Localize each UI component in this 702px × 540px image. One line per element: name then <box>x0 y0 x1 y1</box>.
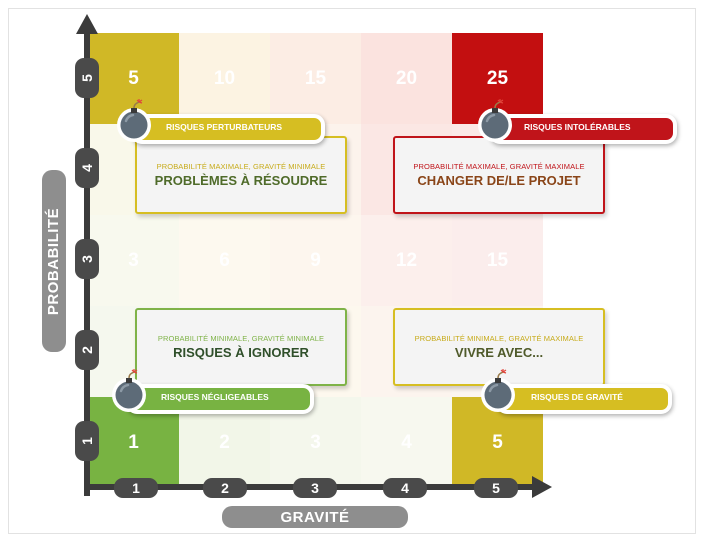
quadrant-subtitle: PROBABILITÉ MAXIMALE, GRAVITÉ MAXIMALE <box>413 162 585 171</box>
x-axis-arrow-icon <box>532 476 552 498</box>
bomb-icon <box>481 369 515 412</box>
x-tick-5: 5 <box>474 478 518 498</box>
y-axis-label: PROBABILITÉ <box>42 170 66 352</box>
tag-risques-perturbateurs: RISQUES PERTURBATEURS <box>131 114 325 144</box>
cell-p3-g3: 9 <box>270 215 361 306</box>
quadrant-title: CHANGER DE/LE PROJET <box>417 173 581 188</box>
cell-p3-g1: 3 <box>88 215 179 306</box>
x-tick-4: 4 <box>383 478 427 498</box>
quadrant-subtitle: PROBABILITÉ MINIMALE, GRAVITÉ MINIMALE <box>157 334 325 343</box>
x-axis-label: GRAVITÉ <box>222 506 408 528</box>
y-axis-arrow-icon <box>76 14 98 34</box>
cell-p1-g4: 4 <box>361 397 452 488</box>
y-tick-5: 5 <box>75 58 99 98</box>
cell-p3-g4: 12 <box>361 215 452 306</box>
quadrant-subtitle: PROBABILITÉ MINIMALE, GRAVITÉ MAXIMALE <box>414 334 584 343</box>
tag-label: RISQUES INTOLÉRABLES <box>524 122 631 132</box>
tag-label: RISQUES DE GRAVITÉ <box>531 392 623 402</box>
x-tick-3: 3 <box>293 478 337 498</box>
cell-p3-g2: 6 <box>179 215 270 306</box>
quadrant-title: VIVRE AVEC... <box>454 345 544 360</box>
cell-p3-g5: 15 <box>452 215 543 306</box>
quadrant-subtitle: PROBABILITÉ MAXIMALE, GRAVITÉ MINIMALE <box>156 162 326 171</box>
bomb-icon <box>478 99 512 142</box>
quadrant-vivre: PROBABILITÉ MINIMALE, GRAVITÉ MAXIMALE V… <box>393 308 605 386</box>
bomb-icon <box>112 369 146 412</box>
quadrant-title: PROBLÈMES À RÉSOUDRE <box>154 173 328 188</box>
tag-risques-negligeables: RISQUES NÉGLIGEABLES <box>126 384 314 414</box>
y-tick-4: 4 <box>75 148 99 188</box>
cell-p5-g2: 10 <box>179 33 270 124</box>
cell-p5-g4: 20 <box>361 33 452 124</box>
tag-label: RISQUES PERTURBATEURS <box>166 122 283 132</box>
quadrant-problemes: PROBABILITÉ MAXIMALE, GRAVITÉ MINIMALE P… <box>135 136 347 214</box>
quadrant-ignorer: PROBABILITÉ MINIMALE, GRAVITÉ MINIMALE R… <box>135 308 347 386</box>
tag-risques-intolerables: RISQUES INTOLÉRABLES <box>489 114 677 144</box>
y-tick-2: 2 <box>75 330 99 370</box>
x-tick-2: 2 <box>203 478 247 498</box>
tag-label: RISQUES NÉGLIGEABLES <box>161 392 269 402</box>
quadrant-changer: PROBABILITÉ MAXIMALE, GRAVITÉ MAXIMALE C… <box>393 136 605 214</box>
y-tick-1: 1 <box>75 421 99 461</box>
bomb-icon <box>117 99 151 142</box>
y-tick-3: 3 <box>75 239 99 279</box>
tag-risques-de-gravite: RISQUES DE GRAVITÉ <box>496 384 672 414</box>
quadrant-title: RISQUES À IGNORER <box>173 345 309 360</box>
x-tick-1: 1 <box>114 478 158 498</box>
cell-p5-g3: 15 <box>270 33 361 124</box>
